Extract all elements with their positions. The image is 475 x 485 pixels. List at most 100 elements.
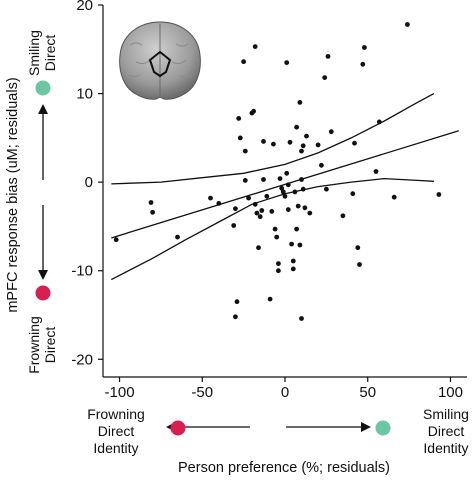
y-tick-label: -10: [71, 263, 93, 280]
data-point: [294, 226, 299, 232]
data-point: [352, 140, 357, 146]
data-point: [236, 116, 242, 121]
data-point: [319, 162, 324, 168]
data-point: [285, 182, 291, 188]
data-point: [297, 100, 303, 105]
x-positive-dot: [375, 420, 391, 436]
x-tick-label: -100: [105, 384, 135, 401]
data-point: [256, 245, 261, 251]
data-point: [259, 208, 265, 213]
x-direction-arrows: [166, 422, 371, 432]
data-point: [322, 75, 328, 80]
data-point: [150, 209, 156, 215]
y-axis-label: mPFC response bias (uM; residuals): [5, 77, 21, 312]
data-point: [261, 139, 266, 144]
data-point: [246, 195, 252, 201]
data-point: [252, 201, 258, 207]
y-top-label-line1: Smiling: [26, 30, 42, 76]
y-tick-label: 0: [85, 174, 93, 191]
data-point: [299, 177, 304, 182]
data-point: [300, 143, 306, 149]
data-point: [357, 262, 362, 267]
y-tick-label: -20: [71, 351, 93, 368]
data-points: [113, 22, 442, 321]
y-direction-arrows: [38, 104, 48, 280]
x-left-label-line1: Frowning: [87, 406, 145, 422]
data-point: [274, 234, 280, 240]
data-point: [231, 223, 237, 228]
data-point: [271, 141, 276, 147]
data-point: [304, 133, 309, 139]
y-tick-label: 10: [76, 86, 93, 103]
data-point: [269, 209, 275, 214]
data-point: [289, 241, 294, 247]
data-point: [267, 296, 273, 302]
confidence-band: [111, 93, 435, 281]
data-point: [233, 314, 238, 320]
data-point: [280, 189, 286, 195]
data-point: [315, 142, 321, 148]
data-point: [175, 234, 180, 240]
x-left-label-line3: Identity: [93, 440, 138, 456]
y-bottom-label-line1: Frowning: [26, 316, 42, 374]
data-point: [436, 192, 442, 197]
data-point: [251, 108, 256, 114]
y-tick-label: 20: [76, 0, 93, 14]
y-bottom-label-line2: Direct: [42, 327, 58, 364]
data-point: [360, 61, 366, 67]
data-point: [277, 176, 283, 182]
x-left-label-line2: Direct: [98, 423, 135, 439]
data-point: [292, 189, 298, 195]
data-point: [285, 207, 291, 213]
data-point: [294, 124, 299, 130]
y-negative-dot: [35, 285, 51, 301]
data-point: [216, 201, 222, 206]
x-right-label-line3: Identity: [423, 440, 468, 456]
data-point: [300, 186, 306, 192]
data-point: [299, 316, 304, 321]
data-point: [355, 245, 361, 251]
data-point: [299, 148, 304, 154]
data-point: [234, 299, 240, 305]
x-tick-label: 100: [438, 384, 463, 401]
data-point: [362, 45, 367, 50]
data-point: [284, 60, 290, 65]
data-point: [237, 135, 243, 141]
data-point: [148, 200, 154, 205]
data-point: [290, 266, 296, 272]
data-point: [233, 206, 238, 212]
x-right-label-line1: Smiling: [423, 406, 469, 422]
data-point: [290, 258, 296, 264]
data-point: [297, 242, 303, 248]
data-point: [307, 210, 313, 216]
x-negative-dot: [170, 420, 186, 436]
data-point: [264, 193, 270, 199]
data-point: [295, 203, 301, 209]
data-point: [340, 213, 346, 219]
data-point: [405, 22, 410, 27]
data-point: [254, 210, 260, 216]
data-point: [287, 139, 293, 145]
data-point: [252, 44, 258, 49]
data-point: [302, 205, 308, 211]
x-tick-label: 0: [281, 384, 289, 401]
data-point: [373, 169, 379, 174]
data-point: [324, 186, 329, 192]
brain-icon: [119, 21, 201, 100]
data-point: [242, 148, 248, 154]
data-point: [282, 193, 288, 199]
x-tick-label: 50: [359, 384, 376, 401]
data-point: [350, 191, 356, 197]
data-point: [241, 59, 247, 65]
data-point: [279, 185, 285, 191]
data-point: [257, 214, 263, 220]
data-point: [272, 226, 278, 232]
data-point: [276, 261, 281, 266]
fit-line-group: [111, 130, 459, 239]
fit-line: [111, 130, 459, 239]
data-point: [325, 54, 331, 59]
confidence-lower-curve: [111, 177, 434, 281]
y-top-label-line2: Direct: [42, 35, 58, 72]
